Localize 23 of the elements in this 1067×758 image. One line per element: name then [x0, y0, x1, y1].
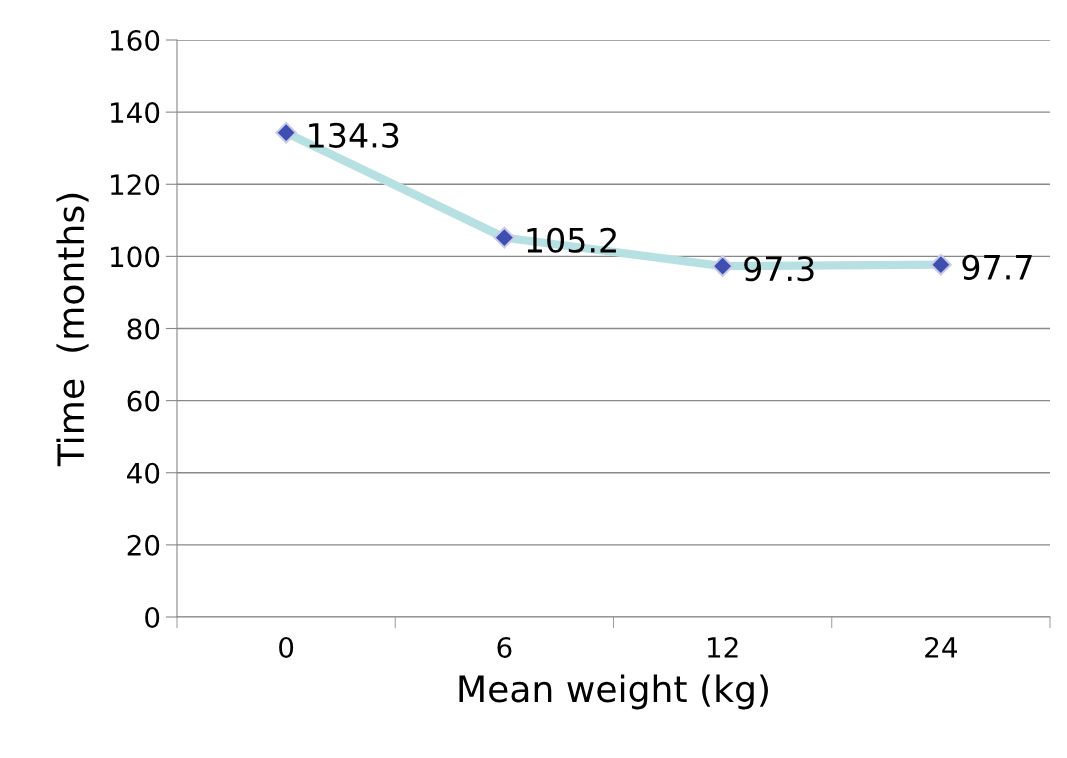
point: [275, 121, 297, 144]
y-tick-label: 20: [127, 534, 160, 556]
x-tick-label: 12: [708, 636, 738, 658]
x-tick-label: 24: [925, 636, 957, 658]
y-axis-title: Time (months): [56, 193, 89, 467]
x-tick-label: 6: [497, 636, 512, 658]
y-tick-label: 40: [127, 462, 160, 484]
y-tick-label: 80: [127, 318, 160, 340]
data-label: 134.3: [309, 122, 399, 148]
y-tick-label: 140: [111, 102, 160, 124]
point: [930, 253, 952, 276]
x-tick-label: 0: [279, 636, 294, 658]
y-tick-label: 160: [111, 29, 160, 51]
data-label: 97.7: [962, 254, 1032, 280]
x-axis-title: Mean weight (kg): [459, 674, 768, 710]
y-tick-label: 120: [111, 174, 160, 196]
data-label: 97.3: [744, 256, 814, 282]
point: [493, 226, 516, 249]
data-label: 105.2: [527, 227, 616, 253]
y-tick-label: 0: [145, 606, 160, 628]
y-tick-label: 100: [111, 246, 160, 268]
point: [711, 255, 734, 277]
y-tick-label: 60: [127, 390, 160, 412]
